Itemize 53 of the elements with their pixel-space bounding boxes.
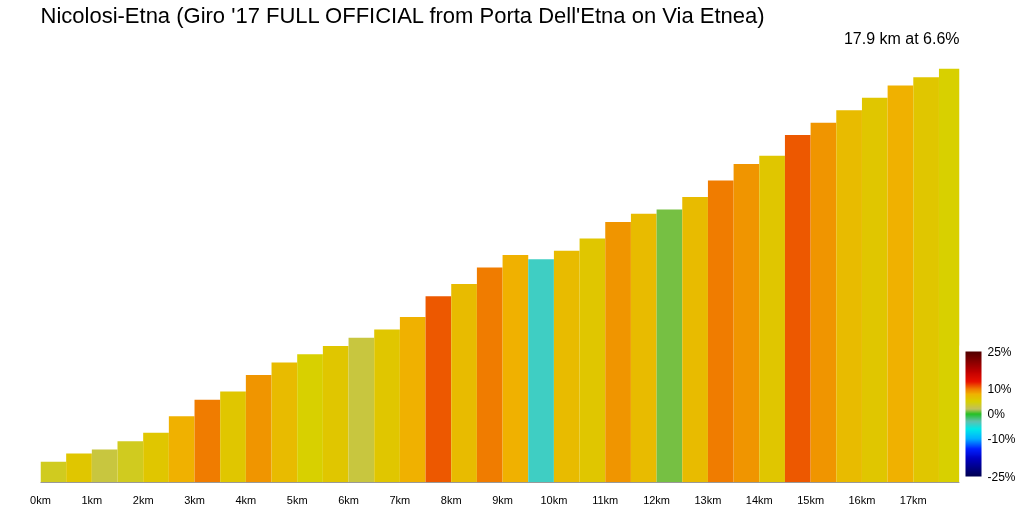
x-tick-label: 10km [540, 493, 568, 506]
color-bar-label: 0% [987, 407, 1006, 421]
x-tick-label: 0km [30, 493, 51, 506]
x-tick-label: 1km [81, 493, 103, 506]
x-tick-label: 16km [848, 493, 876, 506]
bar [168, 416, 195, 483]
chart-subtitle: 17.9 km at 6.6% [843, 29, 960, 47]
bar [656, 209, 683, 483]
x-tick-label: 2km [132, 493, 154, 506]
bar [425, 296, 452, 483]
bar [143, 432, 169, 483]
color-bar-label: 25% [987, 344, 1012, 359]
bar [630, 213, 657, 483]
x-tick-label: 6km [338, 493, 359, 506]
bar [476, 267, 503, 483]
bar [245, 374, 272, 483]
bar [348, 337, 375, 483]
bar [194, 399, 221, 483]
color-bar-label: -10% [987, 432, 1016, 446]
bar [682, 197, 708, 483]
bar [374, 329, 400, 483]
x-tick-label: 4km [235, 493, 257, 506]
bar [605, 221, 631, 483]
bar [220, 391, 246, 483]
bar [40, 461, 67, 483]
x-tick-label: 14km [745, 493, 773, 506]
chart-title: Nicolosi-Etna (Giro '17 FULL OFFICIAL from Porta Dell'Etna on Via Etnea) [40, 2, 765, 28]
bar [810, 122, 837, 483]
bar [887, 85, 914, 483]
bar [528, 259, 554, 483]
x-tick-label: 3km [184, 493, 205, 506]
x-tick-label: 7km [389, 493, 411, 506]
x-tick-label: 5km [286, 493, 308, 506]
color-bar-label: -25% [987, 469, 1016, 484]
bar [117, 441, 144, 483]
bar [66, 453, 92, 483]
x-tick-label: 11km [592, 493, 619, 506]
x-tick-label: 13km [694, 493, 722, 506]
bar [451, 283, 477, 483]
bar [399, 317, 426, 483]
bar [784, 135, 811, 483]
x-tick-label: 17km [899, 493, 927, 506]
bar [759, 155, 785, 483]
x-tick-label: 8km [440, 493, 462, 506]
x-tick-label: 15km [797, 493, 825, 506]
color-bar-label: 10% [987, 382, 1012, 396]
bar [271, 362, 298, 483]
bar [502, 255, 529, 483]
bar [707, 180, 734, 483]
bar [91, 449, 118, 483]
x-tick-label: 12km [643, 493, 671, 506]
x-tick-label: 9km [492, 493, 513, 506]
bar [733, 164, 760, 483]
